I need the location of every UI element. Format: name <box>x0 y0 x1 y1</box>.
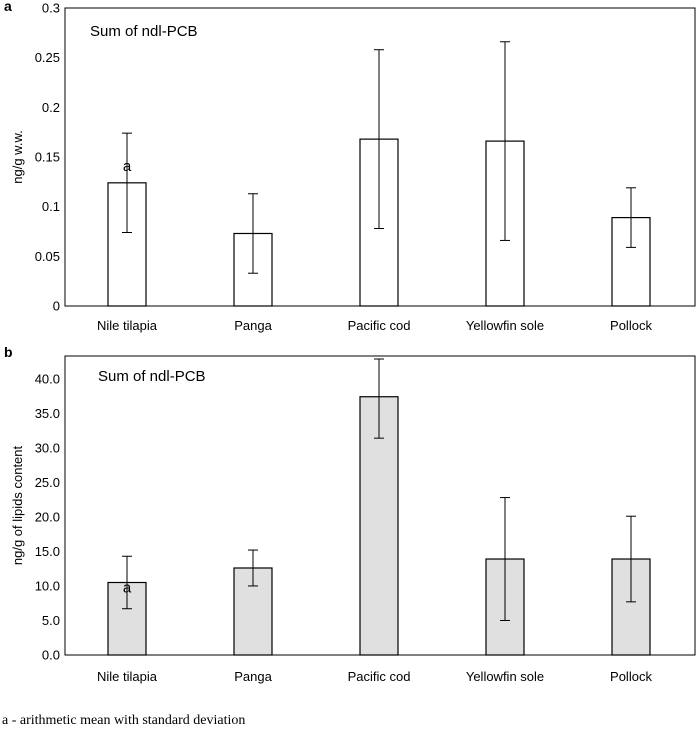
y-tick-label: 35.0 <box>35 406 60 421</box>
bar-annotation: a <box>123 158 132 175</box>
category-label: Yellowfin sole <box>466 318 544 333</box>
y-tick-label: 0.1 <box>42 199 60 214</box>
category-label: Pacific cod <box>348 669 411 684</box>
panel-letter: a <box>4 0 12 14</box>
figure: a Sum of ndl-PCB ng/g w.w. 0 0.05 0.1 0.15 0.2 0… <box>4 0 696 684</box>
y-tick-label: 0.05 <box>35 249 60 264</box>
footnote: a - arithmetic mean with standard deviat… <box>2 713 246 728</box>
y-tick-label: 20.0 <box>35 509 60 524</box>
category-label: Panga <box>234 318 272 333</box>
panel-letter: b <box>4 344 13 360</box>
y-tick-label: 0.15 <box>35 150 60 165</box>
y-tick-label: 0.2 <box>42 100 60 115</box>
category-label: Pollock <box>610 669 652 684</box>
y-axis-label: ng/g w.w. <box>10 130 25 183</box>
y-tick-label: 0 <box>53 299 60 314</box>
y-tick-label: 0.25 <box>35 50 60 65</box>
category-label: Yellowfin sole <box>466 669 544 684</box>
y-tick-label: 30.0 <box>35 440 60 455</box>
y-tick-label: 40.0 <box>35 371 60 386</box>
y-tick-label: 25.0 <box>35 475 60 490</box>
chart-title: Sum of ndl-PCB <box>98 368 206 385</box>
category-label: Panga <box>234 669 272 684</box>
bar-annotation: a <box>123 579 132 596</box>
category-label: Pacific cod <box>348 318 411 333</box>
bar <box>359 396 399 656</box>
y-tick-label: 10.0 <box>35 578 60 593</box>
y-tick-label: 0.3 <box>42 1 60 16</box>
category-label: Nile tilapia <box>97 318 158 333</box>
y-tick-label: 15.0 <box>35 544 60 559</box>
chart-panel-a: a Sum of ndl-PCB ng/g w.w. 0 0.05 0.1 0.15 0.2 0… <box>4 0 696 333</box>
chart-title: Sum of ndl-PCB <box>90 23 198 40</box>
chart-panel-b: b Sum of ndl-PCB ng/g of lipids content 0.0… <box>4 344 696 684</box>
y-axis-label: ng/g of lipids content <box>10 445 25 565</box>
category-label: Pollock <box>610 318 652 333</box>
y-tick-label: 0.0 <box>42 648 60 663</box>
y-tick-label: 5.0 <box>42 613 60 628</box>
category-label: Nile tilapia <box>97 669 158 684</box>
